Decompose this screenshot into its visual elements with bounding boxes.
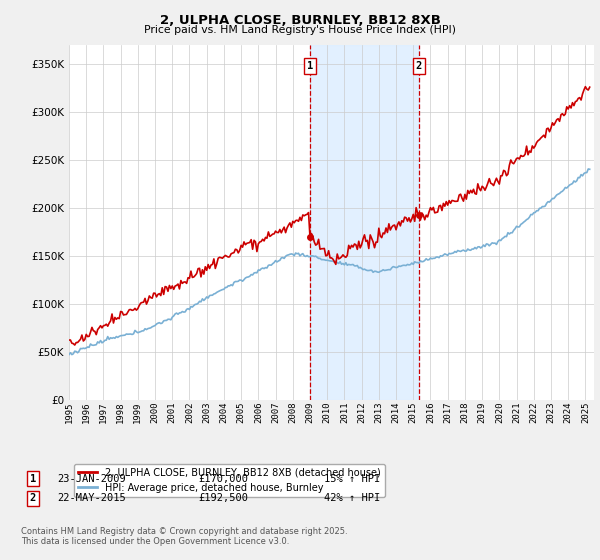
Text: Price paid vs. HM Land Registry's House Price Index (HPI): Price paid vs. HM Land Registry's House … xyxy=(144,25,456,35)
Text: 2: 2 xyxy=(416,61,422,71)
Bar xyxy=(310,45,419,400)
Text: £170,000: £170,000 xyxy=(198,474,248,484)
Legend: 2, ULPHA CLOSE, BURNLEY, BB12 8XB (detached house), HPI: Average price, detached: 2, ULPHA CLOSE, BURNLEY, BB12 8XB (detac… xyxy=(74,464,385,497)
Text: Contains HM Land Registry data © Crown copyright and database right 2025.
This d: Contains HM Land Registry data © Crown c… xyxy=(21,527,347,546)
Text: £192,500: £192,500 xyxy=(198,493,248,503)
Text: 1: 1 xyxy=(30,474,36,484)
Text: 1: 1 xyxy=(307,61,313,71)
Text: 23-JAN-2009: 23-JAN-2009 xyxy=(57,474,126,484)
Text: 2: 2 xyxy=(30,493,36,503)
Text: 2, ULPHA CLOSE, BURNLEY, BB12 8XB: 2, ULPHA CLOSE, BURNLEY, BB12 8XB xyxy=(160,14,440,27)
Text: 15% ↑ HPI: 15% ↑ HPI xyxy=(324,474,380,484)
Text: 42% ↑ HPI: 42% ↑ HPI xyxy=(324,493,380,503)
Text: 22-MAY-2015: 22-MAY-2015 xyxy=(57,493,126,503)
